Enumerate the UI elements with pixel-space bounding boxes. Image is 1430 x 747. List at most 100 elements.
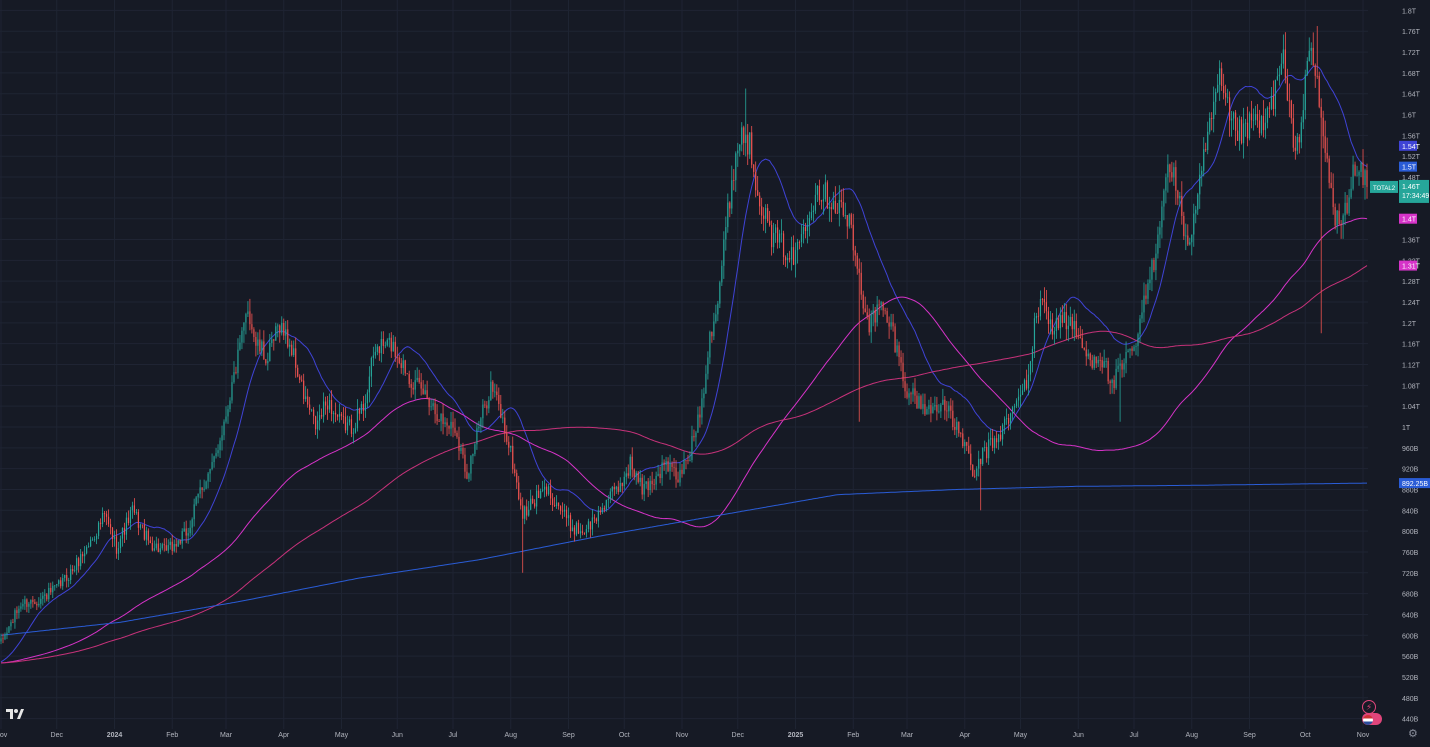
candle-body xyxy=(382,339,384,346)
y-tick-label: 960B xyxy=(1402,446,1419,453)
price-axis[interactable]: 440B 480B 520B 560B 600B 640B 680B 720B 760B 800B… xyxy=(1402,8,1421,723)
candle-body xyxy=(516,473,518,483)
candle-body xyxy=(1003,418,1006,425)
candle-body xyxy=(958,421,960,434)
candle-body xyxy=(896,345,898,353)
us-flag-icon[interactable] xyxy=(1362,713,1382,725)
candle-body xyxy=(400,363,402,368)
x-tick-label: Sep xyxy=(562,732,575,739)
candle-body xyxy=(430,406,432,408)
candle-body xyxy=(40,598,42,604)
candle-body xyxy=(583,532,586,534)
candle-body xyxy=(143,524,145,540)
candle-body xyxy=(677,479,679,483)
candle-body xyxy=(524,506,526,519)
candle-body xyxy=(589,521,592,530)
candle-body xyxy=(1177,190,1179,199)
candle-body xyxy=(649,480,651,491)
candle-body xyxy=(579,531,582,534)
candle-body xyxy=(319,415,321,421)
candle-body xyxy=(1091,360,1093,368)
candle-body xyxy=(187,533,189,536)
candle-body xyxy=(352,432,355,434)
candle-body xyxy=(285,329,287,336)
candle-body xyxy=(360,404,363,414)
candle-body xyxy=(22,603,24,607)
candle-body xyxy=(1111,379,1113,384)
candle-body xyxy=(428,398,430,408)
candle-body xyxy=(1033,318,1036,349)
tradingview-logo[interactable] xyxy=(6,707,24,721)
candle-body xyxy=(962,433,964,447)
candle-body xyxy=(996,438,998,443)
candle-body xyxy=(986,446,988,459)
candle-body xyxy=(663,462,665,465)
x-tick-label: May xyxy=(1014,732,1028,739)
candle-body xyxy=(952,410,954,427)
candle-body xyxy=(948,405,950,412)
candle-body xyxy=(344,416,347,431)
candle-body xyxy=(912,388,914,395)
candle-body xyxy=(219,440,221,451)
x-tick-label: 2024 xyxy=(107,732,123,739)
candle-body xyxy=(898,345,900,358)
candle-body xyxy=(1328,158,1330,183)
time-axis[interactable]: Nov Dec 2024 Feb Mar Apr May Jun Jul Aug Sep Oct Nov… xyxy=(0,732,1370,739)
candle-body xyxy=(970,453,972,465)
lightning-icon[interactable]: ⚡ xyxy=(1362,700,1376,714)
candle-body xyxy=(1173,167,1175,178)
candle-body xyxy=(66,575,68,581)
candle-body xyxy=(137,512,139,528)
candle-body xyxy=(540,490,542,498)
candle-body xyxy=(1290,100,1292,119)
candle-body xyxy=(561,510,564,512)
candle-body xyxy=(942,399,944,405)
y-tick-label: 1.76T xyxy=(1402,29,1421,36)
candle-body xyxy=(414,380,416,390)
candle-body xyxy=(209,469,211,474)
candle-body xyxy=(934,404,936,407)
candle-body xyxy=(751,132,753,165)
candle-body xyxy=(205,481,207,489)
candle-body xyxy=(346,422,349,431)
candle-body xyxy=(914,388,916,396)
candle-body xyxy=(796,241,799,251)
candle-body xyxy=(976,468,978,477)
candle-body xyxy=(824,182,826,200)
candle-body xyxy=(1017,396,1020,401)
candle-body xyxy=(1159,227,1161,235)
candle-body xyxy=(1207,131,1209,151)
candle-body xyxy=(1352,164,1354,189)
candle-body xyxy=(510,445,512,448)
candle-body xyxy=(1234,112,1237,131)
candle-body xyxy=(1043,299,1046,303)
x-tick-label: May xyxy=(335,732,349,739)
candle-body xyxy=(149,540,151,544)
candle-body xyxy=(265,359,267,364)
x-tick-label: Dec xyxy=(732,732,745,739)
candle-body xyxy=(826,182,828,209)
candle-body xyxy=(392,341,394,352)
candle-body xyxy=(862,294,864,309)
candle-body xyxy=(2,638,4,640)
candle-body xyxy=(283,322,285,336)
candle-body xyxy=(52,585,54,593)
candle-body xyxy=(1069,316,1071,326)
grid-lines xyxy=(0,0,1368,729)
candle-body xyxy=(432,403,434,407)
candle-body xyxy=(880,302,882,305)
candle-body xyxy=(390,337,392,352)
candle-body xyxy=(739,144,741,151)
candle-body xyxy=(474,444,476,455)
candle-body xyxy=(565,509,568,519)
gear-icon[interactable]: ⚙ xyxy=(1408,728,1418,740)
candle-body xyxy=(727,202,729,228)
candle-body xyxy=(1139,318,1141,335)
y-tick-label: 1.24T xyxy=(1402,300,1421,307)
candle-body xyxy=(544,486,546,490)
candle-body xyxy=(808,218,811,225)
candle-body xyxy=(456,432,458,437)
candle-body xyxy=(1336,210,1338,226)
